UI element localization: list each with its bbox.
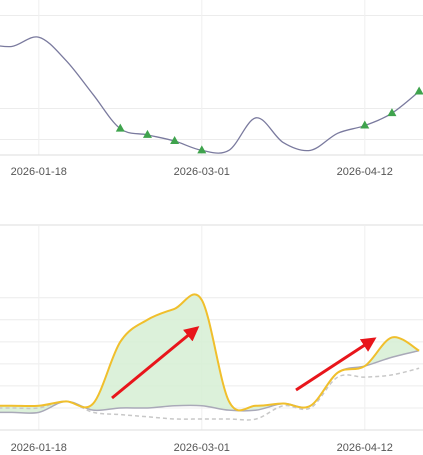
line <box>0 36 420 154</box>
line <box>0 367 420 421</box>
x-tick-label: 2026-01-18 <box>11 166 67 178</box>
plot <box>0 0 423 155</box>
annotation-arrow <box>111 326 200 400</box>
marker <box>414 86 423 95</box>
line <box>0 293 420 412</box>
band-fill <box>0 294 420 414</box>
x-tick-label: 2026-04-12 <box>337 442 393 454</box>
plot <box>0 226 423 430</box>
marker <box>115 123 125 132</box>
marker <box>387 108 397 117</box>
x-tick-label: 2026-03-01 <box>174 442 230 454</box>
x-tick-label: 2026-04-12 <box>337 166 393 178</box>
annotation-arrow <box>295 337 377 392</box>
marker <box>360 120 370 129</box>
marker <box>142 129 152 138</box>
marker <box>197 145 207 154</box>
marker <box>170 136 180 145</box>
x-tick-label: 2026-03-01 <box>174 166 230 178</box>
x-tick-label: 2026-01-18 <box>11 442 67 454</box>
